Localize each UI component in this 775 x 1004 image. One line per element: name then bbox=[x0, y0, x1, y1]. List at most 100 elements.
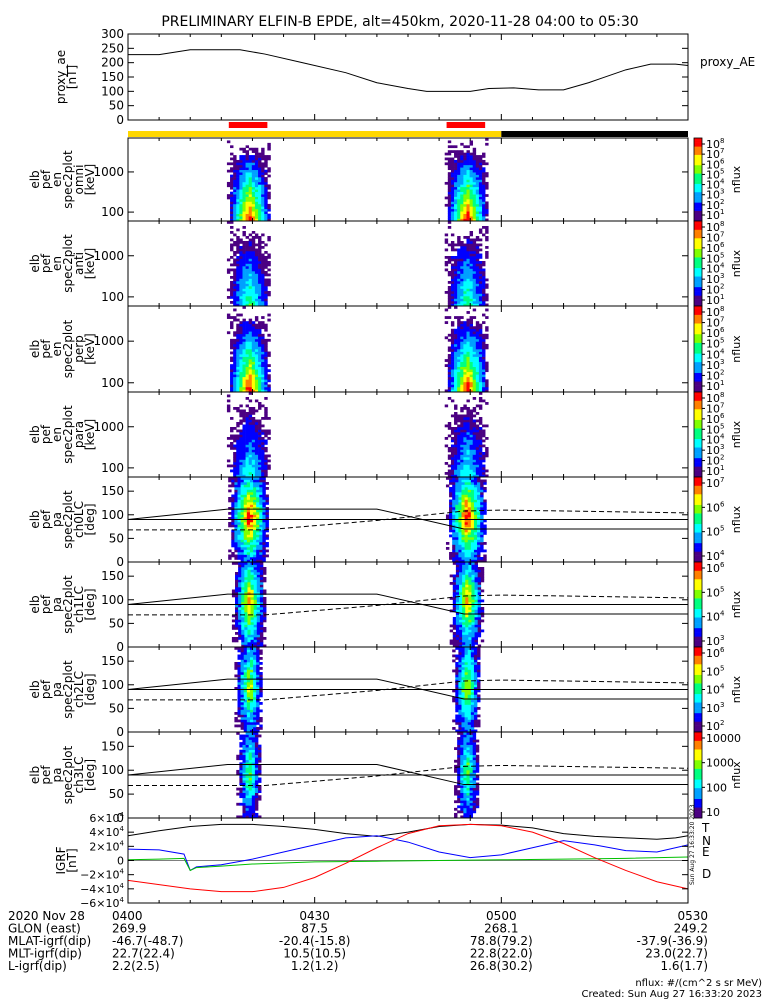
spectrogram-pixel bbox=[455, 540, 458, 543]
spectrogram-pixel bbox=[258, 346, 261, 349]
y-tick-label: 250 bbox=[101, 41, 124, 55]
spectrogram-pixel bbox=[460, 362, 463, 365]
spectrogram-pixel bbox=[233, 284, 236, 287]
spectrogram-pixel bbox=[242, 326, 245, 329]
spectrogram-pixel bbox=[471, 500, 474, 503]
spectrogram-pixel bbox=[445, 291, 448, 294]
spectrogram-pixel bbox=[236, 294, 239, 297]
spectrogram-pixel bbox=[457, 254, 460, 257]
spectrogram-pixel bbox=[475, 570, 478, 573]
colorbar-cell bbox=[694, 270, 702, 272]
spectrogram-pixel bbox=[471, 622, 474, 625]
spectrogram-pixel bbox=[460, 407, 463, 410]
spectrogram-pixel bbox=[261, 165, 264, 168]
spectrogram-pixel bbox=[241, 580, 244, 583]
spectrogram-pixel bbox=[482, 400, 485, 403]
spectrogram-pixel bbox=[233, 199, 236, 202]
spectrogram-pixel bbox=[250, 490, 253, 493]
spectrogram-pixel bbox=[249, 274, 252, 277]
orbit-state-segment-0 bbox=[128, 131, 501, 137]
spectrogram-pixel bbox=[239, 199, 242, 202]
spectrogram-pixel bbox=[242, 427, 245, 430]
spectrogram-pixel bbox=[252, 209, 255, 212]
spectrogram-pixel bbox=[252, 377, 255, 380]
spectrogram-pixel bbox=[252, 382, 255, 385]
spectrogram-pixel bbox=[235, 577, 238, 580]
spectrogram-pixel bbox=[463, 249, 466, 252]
spectrogram-pixel bbox=[252, 362, 255, 365]
spectrogram-pixel bbox=[238, 622, 241, 625]
spectrogram-pixel bbox=[470, 158, 473, 161]
spectrogram-pixel bbox=[239, 172, 242, 175]
spectrogram-pixel bbox=[457, 261, 460, 264]
spectrogram-pixel bbox=[252, 165, 255, 168]
spectrogram-pixel bbox=[230, 167, 233, 170]
spectrogram-pixel bbox=[476, 180, 479, 183]
spectrogram-pixel bbox=[476, 246, 479, 249]
spectrogram-pixel bbox=[256, 495, 259, 498]
spectrogram-pixel bbox=[252, 289, 255, 292]
spectrogram-pixel bbox=[457, 172, 460, 175]
spectrogram-pixel bbox=[246, 251, 249, 254]
spectrogram-pixel bbox=[451, 377, 454, 380]
spectrogram-pixel bbox=[457, 362, 460, 365]
spectrogram-pixel bbox=[242, 214, 245, 217]
spectrogram-pixel bbox=[481, 640, 484, 643]
spectrogram-pixel bbox=[463, 430, 466, 433]
spectrogram-pixel bbox=[459, 610, 462, 613]
spectrogram-pixel bbox=[463, 470, 466, 473]
spectrogram-pixel bbox=[473, 387, 476, 390]
spectrogram-pixel bbox=[247, 727, 250, 730]
spectrogram-en_anti bbox=[227, 221, 489, 306]
spectrogram-pixel bbox=[233, 349, 236, 352]
spectrogram-pixel bbox=[242, 197, 245, 200]
spectrogram-pixel bbox=[255, 204, 258, 207]
spectrogram-pixel bbox=[470, 165, 473, 168]
spectrogram-pixel bbox=[231, 500, 234, 503]
spectrogram-pixel bbox=[457, 354, 460, 357]
spectrogram-pixel bbox=[473, 452, 476, 455]
spectrogram-pixel bbox=[264, 367, 267, 370]
spectrogram-pixel bbox=[242, 150, 245, 153]
spectrogram-pixel bbox=[260, 622, 263, 625]
spectrogram-pixel bbox=[470, 251, 473, 254]
spectrogram-pixel bbox=[232, 640, 235, 643]
spectrogram-pixel bbox=[239, 274, 242, 277]
spectrogram-pixel bbox=[242, 264, 245, 267]
spectrogram-pixel bbox=[463, 344, 466, 347]
spectrogram-pixel bbox=[233, 367, 236, 370]
spectrogram-pixel bbox=[473, 180, 476, 183]
spectrogram-pixel bbox=[263, 567, 266, 570]
spectrogram-pixel bbox=[463, 211, 466, 214]
spectrogram-pixel bbox=[480, 512, 483, 515]
spectrogram-pixel bbox=[264, 214, 267, 217]
spectrogram-pixel bbox=[473, 206, 476, 209]
spectrogram-pixel bbox=[475, 575, 478, 578]
spectrogram-pixel bbox=[454, 334, 457, 337]
spectrogram-pixel bbox=[230, 294, 233, 297]
colorbar-cell bbox=[694, 617, 702, 619]
spectrogram-pixel bbox=[252, 364, 255, 367]
spectrogram-pixel bbox=[261, 289, 264, 292]
spectrogram-pixel bbox=[460, 367, 463, 370]
spectrogram-pixel bbox=[471, 592, 474, 595]
spectrogram-pixel bbox=[457, 192, 460, 195]
spectrogram-pixel bbox=[448, 374, 451, 377]
spectrogram-pixel bbox=[473, 162, 476, 165]
spectrogram-pixel bbox=[470, 420, 473, 423]
colorbar-cell bbox=[694, 464, 702, 466]
spectrogram-pixel bbox=[483, 557, 486, 560]
spectrogram-pixel bbox=[242, 254, 245, 257]
spectrogram-pixel bbox=[483, 532, 486, 535]
spectrogram-pixel bbox=[475, 642, 478, 645]
spectrogram-pixel bbox=[463, 374, 466, 377]
spectrogram-pixel bbox=[456, 590, 459, 593]
spectrogram-pixel bbox=[483, 505, 486, 508]
spectrogram-pixel bbox=[482, 279, 485, 282]
colorbar-cell bbox=[694, 332, 702, 334]
colorbar-cell bbox=[694, 319, 702, 321]
spectrogram-pixel bbox=[457, 206, 460, 209]
spectrogram-pixel bbox=[260, 630, 263, 633]
